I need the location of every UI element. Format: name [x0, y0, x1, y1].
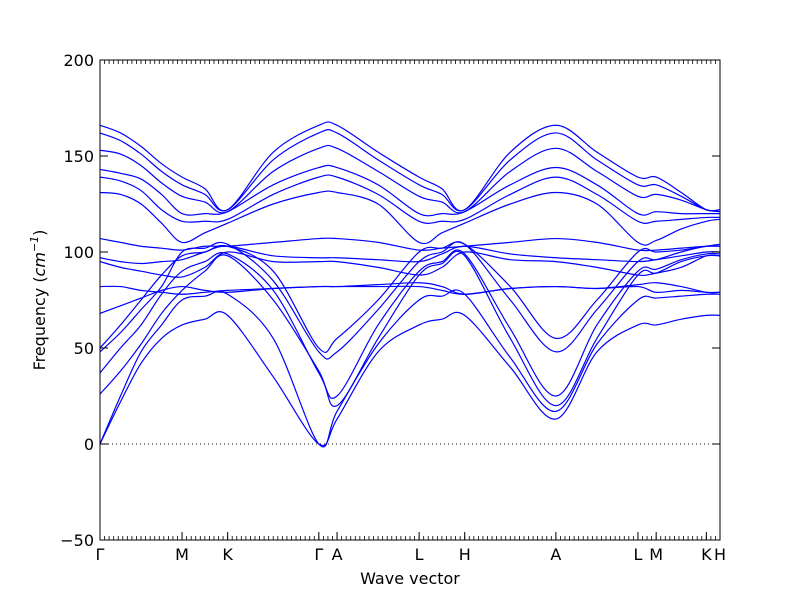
- y-tick-label: 50: [74, 339, 94, 358]
- y-tick-label: 100: [63, 243, 94, 262]
- y-axis-label: Frequency (cm−1): [28, 230, 49, 371]
- branch-line-2: [100, 289, 720, 448]
- y-axis-label-unit: cm: [30, 252, 49, 276]
- y-tick-label: 0: [84, 435, 94, 454]
- branch-line-12: [100, 190, 720, 246]
- branch-line-4: [100, 249, 720, 399]
- branch-line-6: [100, 241, 720, 353]
- x-tick-label: Γ: [314, 545, 323, 564]
- branch-line-10: [100, 245, 720, 265]
- y-tick-labels: −50 0 50 100 150 200: [60, 51, 94, 550]
- y-tick-label: −50: [60, 531, 94, 550]
- y-tick-label: 200: [63, 51, 94, 70]
- branch-line-9: [100, 251, 720, 278]
- y-tick-label: 150: [63, 147, 94, 166]
- x-tick-label: A: [550, 545, 561, 564]
- branch-line-11: [100, 237, 720, 252]
- y-axis-label-main: Frequency (: [30, 276, 49, 370]
- branch-line-17: [100, 121, 720, 212]
- x-tick-label: H: [714, 545, 726, 564]
- x-tick-label: H: [459, 545, 471, 564]
- x-tick-label: M: [649, 545, 663, 564]
- branch-line-13: [100, 174, 720, 224]
- plot-frame: [99, 59, 721, 541]
- y-axis-label-exp: −1: [28, 236, 41, 252]
- branch-line-16: [100, 129, 720, 212]
- branch-line-3: [100, 250, 720, 407]
- branch-line-8: [100, 282, 720, 295]
- x-tick-label: L: [633, 545, 642, 564]
- x-tick-label: Γ: [96, 545, 105, 564]
- branch-line-7: [100, 285, 720, 315]
- branch-line-5: [100, 241, 720, 360]
- branch-line-15: [100, 144, 720, 214]
- x-tick-label: L: [415, 545, 424, 564]
- x-tick-label: K: [222, 545, 233, 564]
- x-tick-label: K: [701, 545, 712, 564]
- x-axis-label: Wave vector: [360, 569, 460, 588]
- y-axis-label-close: ): [30, 230, 49, 236]
- series-layer: [100, 121, 720, 448]
- x-tick-label: A: [332, 545, 343, 564]
- branch-line-1: [100, 311, 720, 447]
- branch-line-14: [100, 164, 720, 217]
- ticks-layer: [99, 59, 721, 541]
- x-tick-label: M: [175, 545, 189, 564]
